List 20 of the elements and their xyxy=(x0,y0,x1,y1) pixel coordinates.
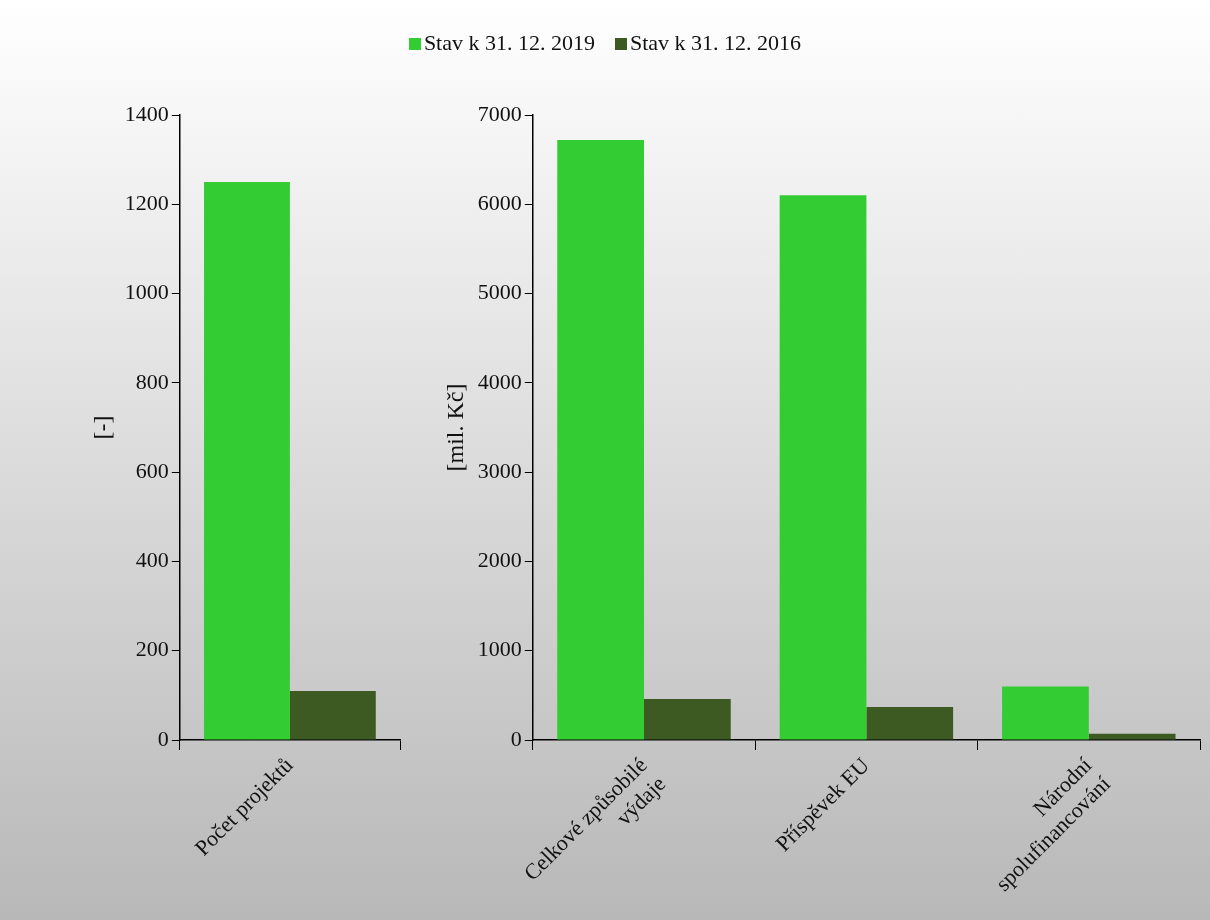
legend-label: Stav k 31. 12. 2016 xyxy=(629,30,802,55)
y-tick-label: 800 xyxy=(135,368,169,394)
y-tick-label: 4000 xyxy=(477,368,522,394)
y-tick-label: 400 xyxy=(135,547,169,573)
y-tick-label: 3000 xyxy=(477,457,522,483)
y-tick-label: 0 xyxy=(157,725,169,751)
y-tick-label: 6000 xyxy=(477,190,522,216)
legend-label: Stav k 31. 12. 2019 xyxy=(422,30,595,55)
y-axis-title: [-] xyxy=(88,415,115,440)
y-tick-label: 1000 xyxy=(124,279,169,305)
y-tick-label: 1400 xyxy=(124,100,169,126)
y-tick-label: 1000 xyxy=(477,636,522,662)
y-tick-label: 2000 xyxy=(477,547,522,573)
y-axis-title: [mil. Kč] xyxy=(441,383,468,472)
y-tick-label: 200 xyxy=(135,636,169,662)
y-tick-label: 1200 xyxy=(124,190,169,216)
y-tick-label: 5000 xyxy=(477,279,522,305)
y-tick-label: 7000 xyxy=(477,100,522,126)
y-tick-label: 0 xyxy=(510,725,522,751)
y-tick-label: 600 xyxy=(135,457,169,483)
